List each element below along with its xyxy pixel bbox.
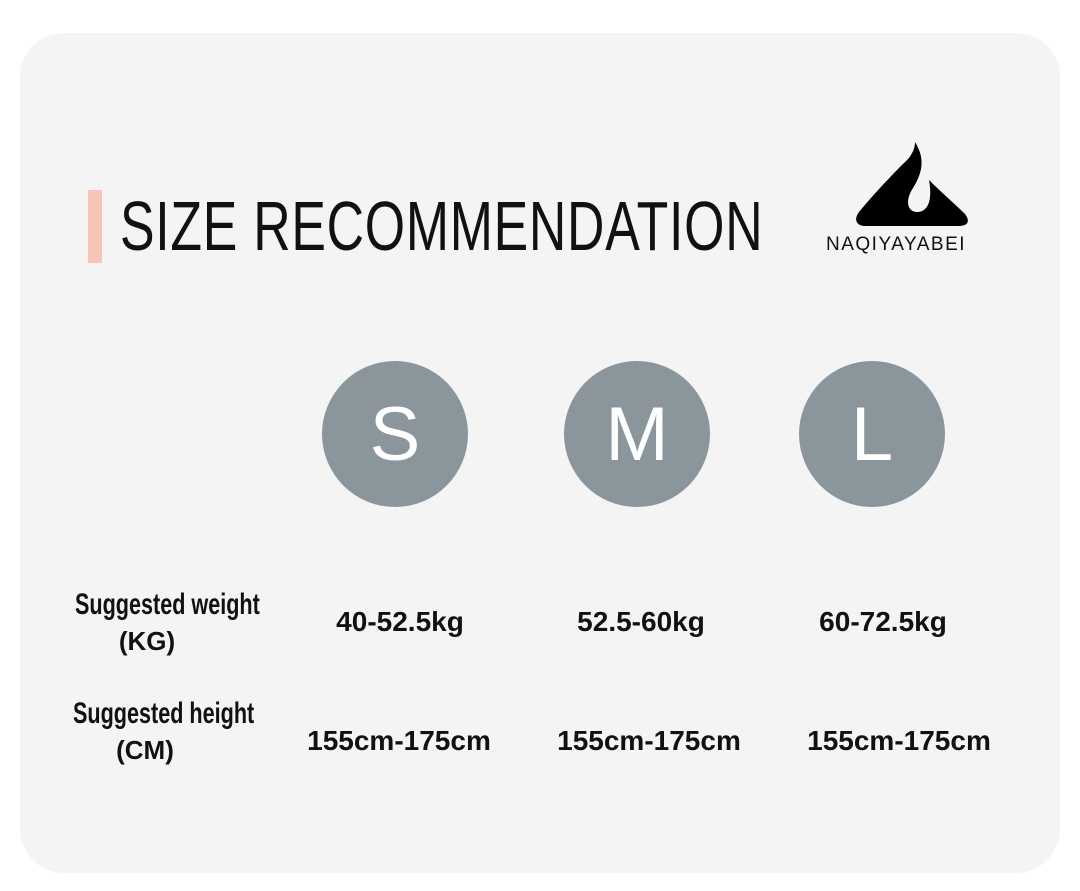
mountain-flame-logo-icon: [856, 142, 968, 226]
size-badge-l: L: [799, 361, 945, 507]
size-label: S: [369, 391, 421, 477]
height-s: 155cm-175cm: [307, 725, 491, 756]
height-l: 155cm-175cm: [807, 725, 991, 756]
brand-name: NAQIYAYABEI: [826, 234, 967, 255]
height-row-label: Suggested height (CM): [45, 697, 255, 766]
height-m: 155cm-175cm: [557, 725, 741, 756]
weight-l: 60-72.5kg: [819, 606, 947, 637]
row-unit: (KG): [118, 626, 176, 656]
row-label: Suggested height: [73, 697, 255, 730]
weight-row-label: Suggested weight (KG): [47, 588, 260, 657]
row-unit: (CM): [116, 735, 174, 765]
page-title: SIZE RECOMMENDATION: [120, 187, 764, 265]
brand-logo: NAQIYAYABEI: [826, 140, 998, 256]
row-label: Suggested weight: [75, 588, 260, 621]
size-badge-s: S: [322, 361, 468, 507]
size-label: M: [605, 391, 669, 477]
weight-s: 40-52.5kg: [336, 606, 464, 637]
weight-m: 52.5-60kg: [577, 606, 705, 637]
size-label: L: [850, 391, 894, 477]
title-accent-bar: [88, 190, 102, 263]
size-badge-m: M: [564, 361, 710, 507]
